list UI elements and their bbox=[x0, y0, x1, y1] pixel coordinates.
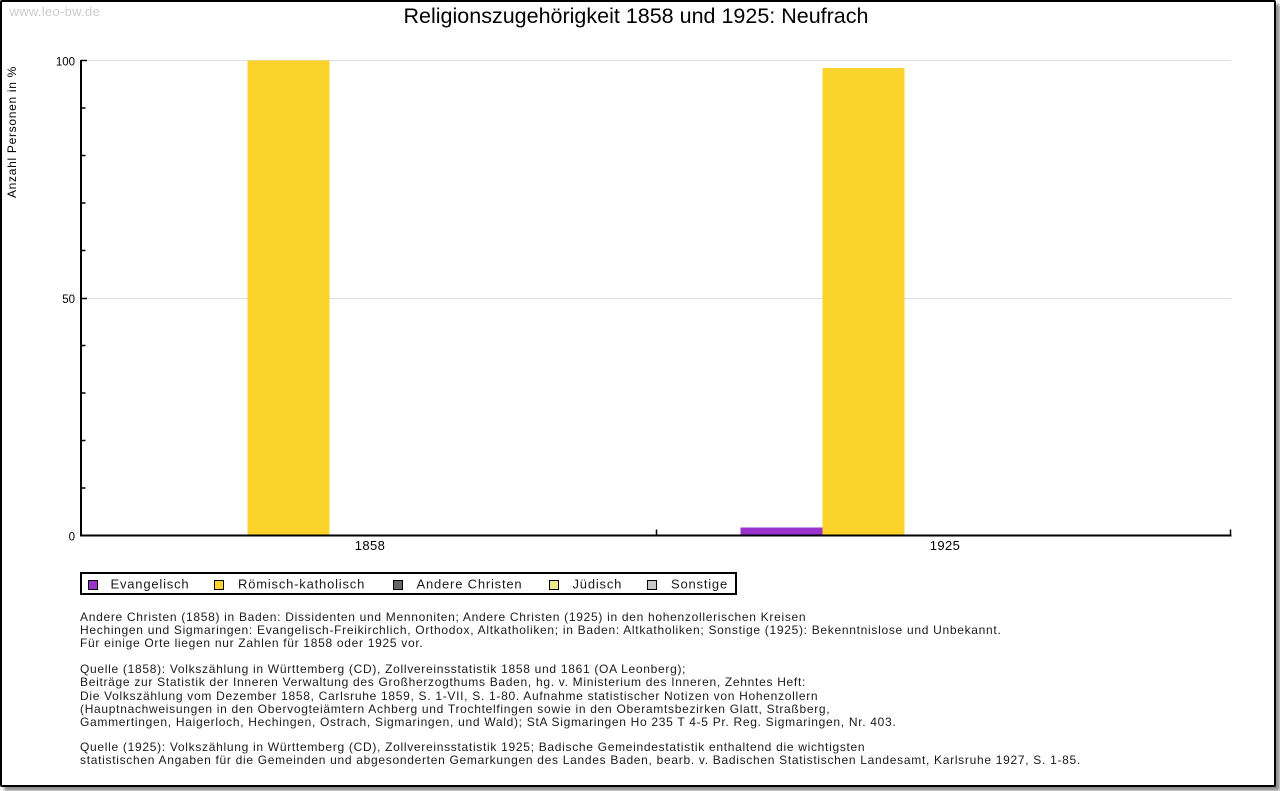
svg-text:0: 0 bbox=[69, 532, 75, 544]
svg-text:50: 50 bbox=[62, 294, 75, 306]
svg-text:Anzahl Personen in %: Anzahl Personen in % bbox=[5, 66, 19, 198]
svg-text:1858: 1858 bbox=[355, 538, 386, 553]
svg-text:100: 100 bbox=[56, 57, 75, 69]
svg-text:1925: 1925 bbox=[930, 538, 961, 553]
